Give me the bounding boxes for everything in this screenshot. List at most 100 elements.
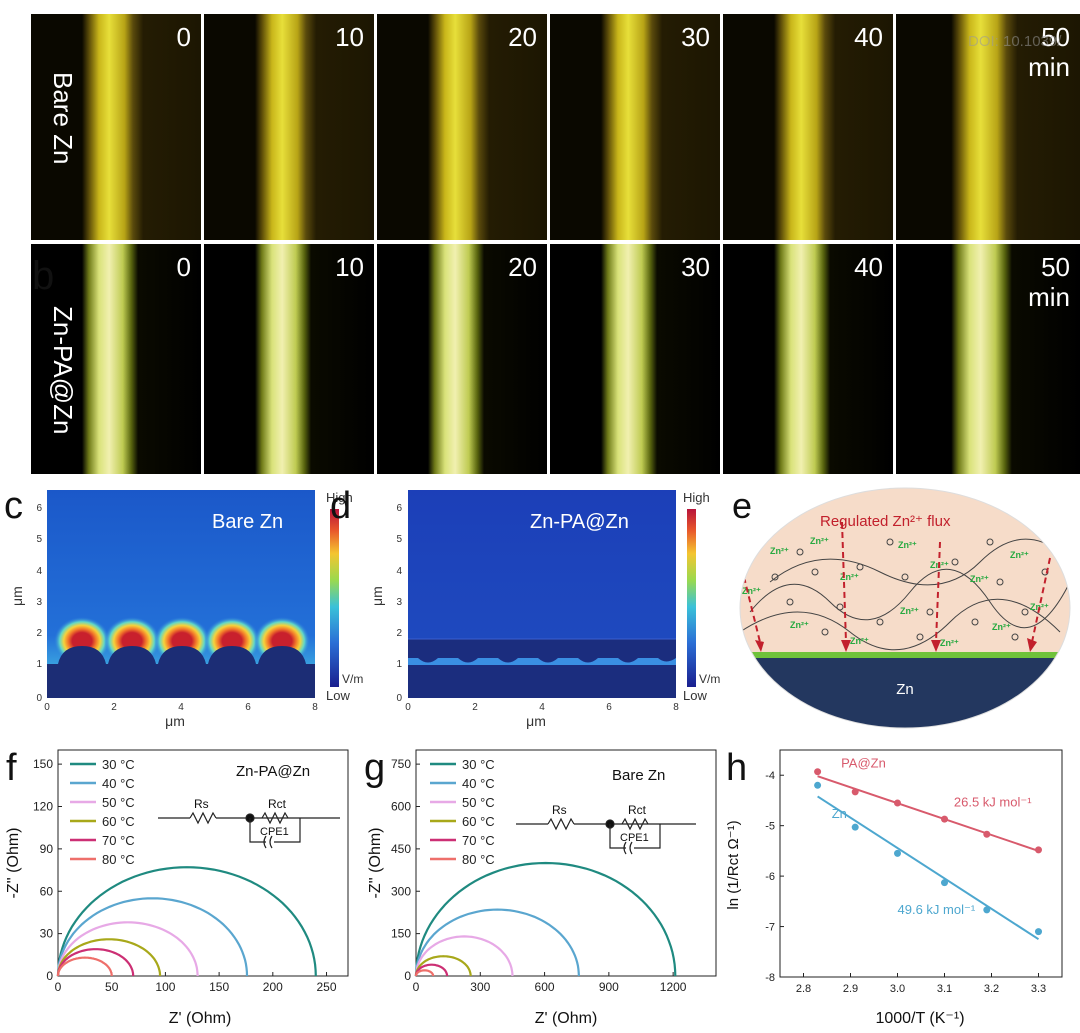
series-line bbox=[414, 935, 514, 977]
x-tick-label: 50 bbox=[105, 980, 119, 994]
y-tick-label: 30 bbox=[40, 927, 54, 941]
svg-text:3: 3 bbox=[36, 597, 42, 608]
chart-title: Bare Zn bbox=[612, 767, 665, 784]
polymer-network bbox=[740, 538, 1070, 651]
svg-text:Zn²⁺: Zn²⁺ bbox=[992, 622, 1011, 632]
time-label: 40 bbox=[854, 22, 883, 52]
colorbar bbox=[330, 509, 339, 687]
circuit-rs: Rs bbox=[194, 797, 209, 811]
y-axis-label: μm bbox=[9, 586, 25, 606]
series-line bbox=[414, 908, 580, 977]
y-tick-label: 150 bbox=[391, 927, 411, 941]
flux-label: Regulated Zn²⁺ flux bbox=[820, 513, 951, 530]
panel-g: g 0 300 600 900 1200 0 150 300 450 600 750 30 °C 40… bbox=[364, 747, 717, 1027]
legend-label: 50 °C bbox=[462, 795, 495, 810]
y-axis-label: μm bbox=[369, 586, 385, 606]
time-value: 50 bbox=[1041, 22, 1070, 52]
x-axis-label: μm bbox=[165, 713, 185, 729]
data-point bbox=[894, 849, 901, 857]
time-unit: min bbox=[1028, 52, 1070, 82]
zn-pa-tile-10: 10 bbox=[204, 244, 374, 474]
svg-text:5: 5 bbox=[36, 534, 42, 545]
plot-frame bbox=[57, 749, 349, 977]
data-point bbox=[941, 815, 948, 823]
colorbar-high: High bbox=[326, 490, 353, 505]
legend-label: 40 °C bbox=[462, 776, 495, 791]
y-tick-label: 750 bbox=[391, 757, 411, 771]
circuit-cpe: CPE1 bbox=[260, 826, 289, 838]
svg-text:8: 8 bbox=[312, 702, 318, 713]
panel-letter-e: e bbox=[732, 485, 752, 526]
data-point bbox=[983, 906, 991, 914]
legend-label: 40 °C bbox=[102, 776, 135, 791]
time-unit: min bbox=[1028, 282, 1070, 312]
colorbar-low: Low bbox=[683, 688, 707, 703]
svg-text:Zn²⁺: Zn²⁺ bbox=[770, 546, 789, 556]
arrhenius-series: PA@Zn 26.5 kJ mol⁻¹ Zn 49.6 kJ mol⁻¹ bbox=[814, 756, 1042, 941]
circuit-rct: Rct bbox=[268, 797, 287, 811]
svg-text:0: 0 bbox=[405, 702, 411, 713]
svg-text:Zn²⁺: Zn²⁺ bbox=[790, 620, 809, 630]
data-point bbox=[894, 799, 901, 807]
row-label-zn-pa: Zn-PA@Zn bbox=[48, 306, 78, 435]
zn-pa-tile-0: 0 bbox=[31, 244, 201, 474]
svg-text:6: 6 bbox=[245, 702, 251, 713]
x-tick-label: 150 bbox=[209, 980, 229, 994]
time-label-last: 50 min bbox=[1028, 22, 1070, 82]
legend-label: 70 °C bbox=[462, 833, 495, 848]
data-point bbox=[851, 788, 859, 796]
y-tick-label: -7 bbox=[765, 922, 775, 934]
y-tick-label: 600 bbox=[391, 800, 411, 814]
x-tick-label: 300 bbox=[470, 980, 490, 994]
y-axis: 0 1 2 3 4 5 6 bbox=[396, 503, 402, 704]
field-map-title: Bare Zn bbox=[212, 511, 283, 533]
data-point bbox=[814, 781, 822, 789]
panel-letter-d: d bbox=[330, 485, 351, 527]
x-tick-label: 3.1 bbox=[937, 983, 952, 995]
svg-text:1: 1 bbox=[396, 659, 402, 670]
series-line bbox=[56, 897, 249, 977]
coating-layer bbox=[408, 639, 676, 698]
svg-text:2: 2 bbox=[396, 628, 402, 639]
series-line bbox=[414, 963, 449, 976]
panel-c: c Bare Zn 0 1 2 3 4 5 6 μm 0 2 4 6 8 μm … bbox=[4, 485, 363, 729]
legend-label: 70 °C bbox=[102, 833, 135, 848]
svg-text:Zn²⁺: Zn²⁺ bbox=[1010, 550, 1029, 560]
substrate-label: Zn bbox=[896, 681, 914, 698]
series-line bbox=[56, 938, 162, 977]
series-label: PA@Zn bbox=[841, 756, 886, 771]
svg-text:4: 4 bbox=[539, 702, 545, 713]
colorbar-unit: V/m bbox=[699, 672, 720, 686]
y-axis-label: -Z'' (Ohm) bbox=[5, 828, 22, 899]
legend: 30 °C 40 °C 50 °C 60 °C 70 °C 80 °C bbox=[70, 757, 135, 867]
series-line bbox=[56, 948, 135, 977]
time-label: 10 bbox=[335, 252, 364, 282]
panel-letter-h: h bbox=[726, 747, 747, 789]
legend-label: 60 °C bbox=[462, 814, 495, 829]
svg-text:0: 0 bbox=[396, 693, 402, 704]
y-axis: 0 1 2 3 4 5 6 bbox=[36, 503, 42, 704]
circuit-cpe: CPE1 bbox=[620, 832, 649, 844]
zn-pa-tile-50: 50 min bbox=[896, 244, 1080, 474]
svg-text:4: 4 bbox=[36, 566, 42, 577]
svg-text:4: 4 bbox=[396, 566, 402, 577]
colorbar-high: High bbox=[683, 490, 710, 505]
svg-text:1: 1 bbox=[36, 659, 42, 670]
flux-arrows bbox=[743, 521, 1051, 652]
panel-f: f 0 50 100 150 200 250 0 30 60 90 120 150 30 °C 40 °… bbox=[5, 747, 349, 1027]
x-axis-label: μm bbox=[526, 713, 546, 729]
x-tick-label: 2.9 bbox=[843, 983, 858, 995]
svg-text:6: 6 bbox=[606, 702, 612, 713]
equivalent-circuit bbox=[158, 811, 340, 849]
data-point bbox=[814, 768, 822, 776]
zn-pa-interface bbox=[408, 658, 676, 665]
y-tick-label: -4 bbox=[765, 770, 775, 782]
svg-text:Zn²⁺: Zn²⁺ bbox=[810, 536, 829, 546]
legend-label: 30 °C bbox=[462, 757, 495, 772]
series-line bbox=[414, 955, 472, 976]
time-label: 30 bbox=[681, 252, 710, 282]
svg-text:8: 8 bbox=[673, 702, 679, 713]
panel-letter-g: g bbox=[364, 747, 385, 789]
zn-pa-tile-30: 30 bbox=[550, 244, 720, 474]
time-label: 20 bbox=[508, 22, 537, 52]
